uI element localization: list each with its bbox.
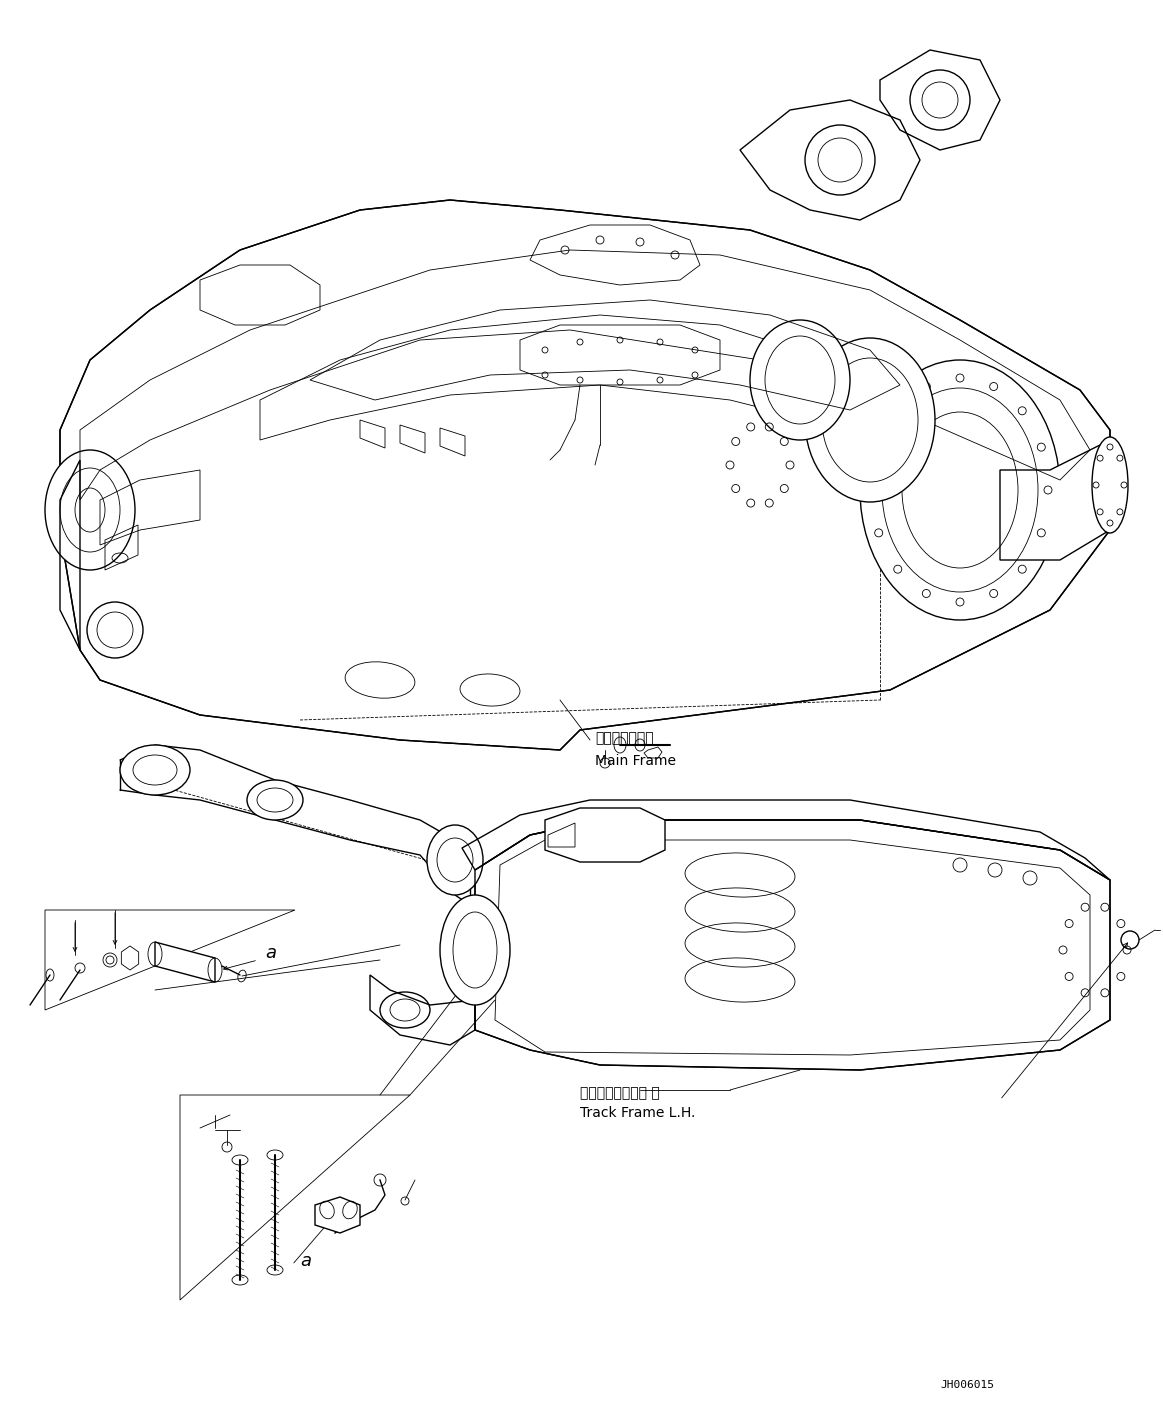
Text: Track Frame L.H.: Track Frame L.H. <box>580 1106 695 1120</box>
Ellipse shape <box>45 450 135 570</box>
Ellipse shape <box>440 895 511 1005</box>
Text: Main Frame: Main Frame <box>595 754 676 769</box>
Text: トラックフレーム 左: トラックフレーム 左 <box>580 1086 659 1100</box>
Ellipse shape <box>805 339 935 502</box>
Polygon shape <box>545 808 665 863</box>
Ellipse shape <box>750 320 850 440</box>
Polygon shape <box>1000 440 1110 561</box>
Polygon shape <box>155 941 215 982</box>
Text: a: a <box>300 1252 311 1270</box>
Ellipse shape <box>120 745 190 795</box>
Text: メインフレーム: メインフレーム <box>595 731 654 745</box>
Text: a: a <box>265 944 276 962</box>
Polygon shape <box>60 200 1110 750</box>
Ellipse shape <box>247 780 304 821</box>
Ellipse shape <box>427 825 483 895</box>
Ellipse shape <box>1092 437 1128 532</box>
Text: JH006015: JH006015 <box>940 1380 994 1390</box>
Ellipse shape <box>859 360 1059 620</box>
Circle shape <box>87 601 143 658</box>
Polygon shape <box>315 1197 361 1234</box>
Polygon shape <box>475 821 1110 1071</box>
